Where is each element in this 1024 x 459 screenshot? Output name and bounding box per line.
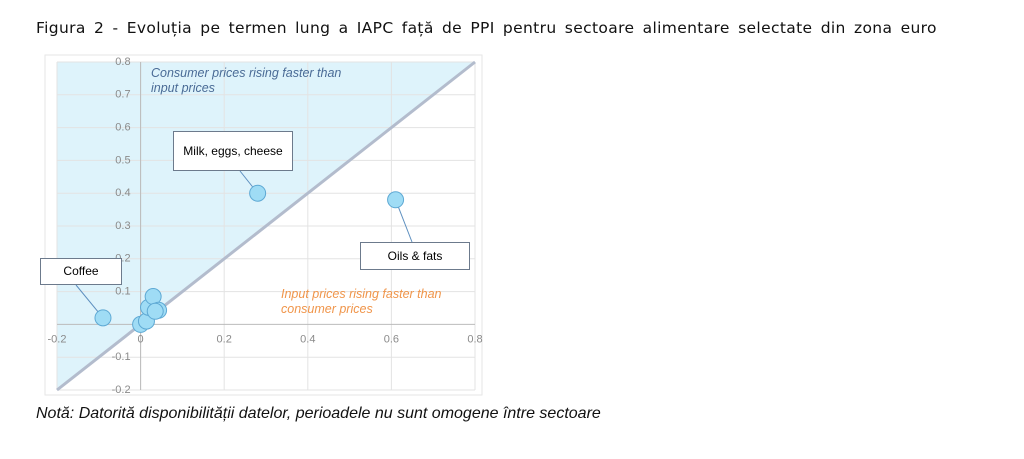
point-label: Milk, eggs, cheese bbox=[173, 131, 293, 171]
x-tick-label: -0.2 bbox=[48, 333, 67, 345]
y-tick-label: -0.2 bbox=[112, 384, 131, 396]
y-tick-label: 0.1 bbox=[115, 286, 130, 298]
point bbox=[94, 309, 112, 327]
y-tick-label: 0.5 bbox=[115, 154, 130, 166]
x-tick-label: 0.8 bbox=[467, 333, 482, 345]
y-tick-label: -0.1 bbox=[112, 351, 131, 363]
point bbox=[387, 191, 405, 209]
point-label: Coffee bbox=[40, 258, 122, 285]
y-tick-label: 0.4 bbox=[115, 187, 130, 199]
parity-line bbox=[56, 60, 476, 392]
x-tick-label: 0 bbox=[138, 333, 144, 345]
x-tick-label: 0.2 bbox=[217, 333, 232, 345]
y-tick-label: 0.7 bbox=[115, 89, 130, 101]
chart-frame bbox=[44, 54, 483, 396]
chart-title: Figura 2 - Evoluția pe termen lung a IAP… bbox=[36, 19, 937, 37]
annotation: Input prices rising faster than consumer… bbox=[281, 287, 442, 316]
y-tick-label: 0.8 bbox=[115, 56, 130, 68]
point bbox=[249, 184, 267, 202]
point bbox=[146, 302, 164, 320]
x-tick-label: 0.6 bbox=[384, 333, 399, 345]
annotation: Consumer prices rising faster than input… bbox=[151, 66, 342, 95]
y-tick-label: 0.3 bbox=[115, 220, 130, 232]
x-tick-label: 0.4 bbox=[300, 333, 315, 345]
note: Notă: Datorită disponibilității datelor,… bbox=[36, 405, 601, 422]
y-tick-label: 0.6 bbox=[115, 122, 130, 134]
point-label: Oils & fats bbox=[360, 242, 470, 270]
